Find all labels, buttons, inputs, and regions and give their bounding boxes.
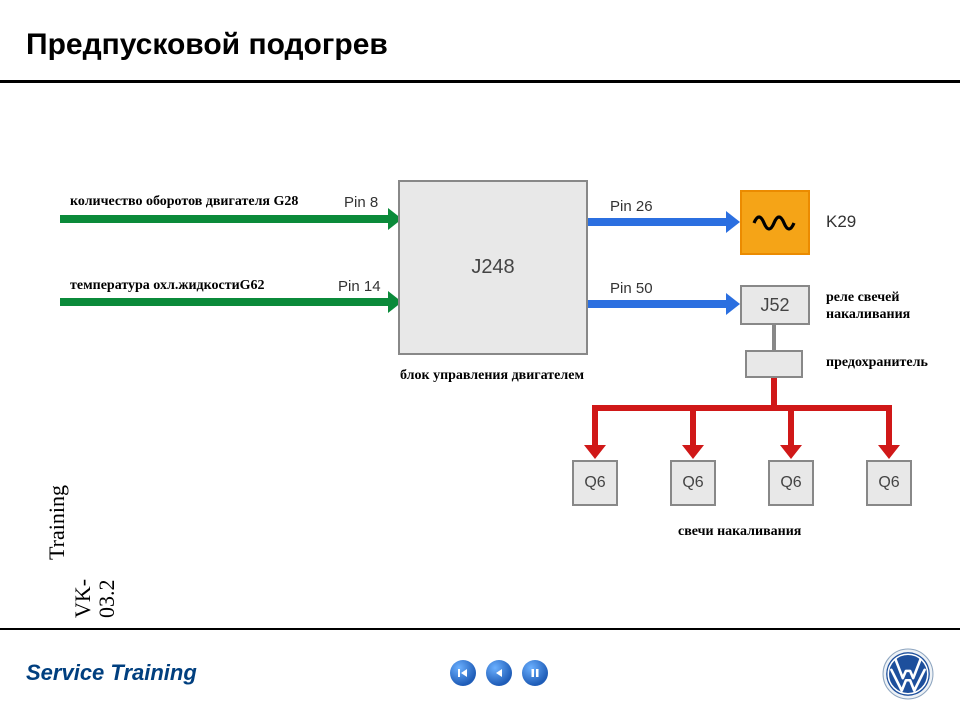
nav-controls: [450, 660, 548, 686]
side-text-vk: VK-: [70, 579, 96, 618]
nav-pause-button[interactable]: [522, 660, 548, 686]
label-pin8: Pin 8: [344, 194, 378, 211]
glow-coil-icon: [750, 208, 800, 238]
node-q6-3: Q6: [768, 460, 814, 506]
side-text-training: Training: [44, 485, 70, 560]
node-q6-2: Q6: [670, 460, 716, 506]
page-title: Предпусковой подогрев: [26, 28, 388, 62]
red-drop-3-head: [780, 445, 802, 459]
label-pin14: Pin 14: [338, 278, 381, 295]
label-ecu: блок управления двигателем: [400, 368, 584, 384]
label-input-g62: температура охл.жидкостиG62: [70, 278, 265, 294]
label-pin26: Pin 26: [610, 198, 653, 215]
red-drop-1-head: [584, 445, 606, 459]
red-drop-3: [788, 405, 794, 447]
label-pin50: Pin 50: [610, 280, 653, 297]
line-j52-fuse: [772, 325, 776, 350]
vw-logo: [882, 648, 934, 700]
arrow-g28: [60, 215, 390, 223]
prev-icon: [493, 667, 505, 679]
red-stem: [771, 378, 777, 408]
node-q6-4: Q6: [866, 460, 912, 506]
red-drop-2-head: [682, 445, 704, 459]
arrow-pin50-head: [726, 293, 740, 315]
node-k29: [740, 190, 810, 255]
nav-first-button[interactable]: [450, 660, 476, 686]
nav-prev-button[interactable]: [486, 660, 512, 686]
pause-icon: [529, 667, 541, 679]
red-drop-1: [592, 405, 598, 447]
red-drop-4: [886, 405, 892, 447]
label-fuse: предохранитель: [826, 355, 928, 371]
divider-top: [0, 80, 960, 83]
side-text-date: 03.2: [94, 580, 120, 619]
red-bus: [592, 405, 892, 411]
label-input-g28: количество оборотов двигателя G28: [70, 194, 298, 210]
node-fuse: [745, 350, 803, 378]
label-relay: реле свечей накаливания: [826, 290, 960, 324]
arrow-pin26: [588, 218, 728, 226]
red-drop-2: [690, 405, 696, 447]
label-glowplugs: свечи накаливания: [678, 524, 801, 540]
arrow-g62: [60, 298, 390, 306]
arrow-pin50: [588, 300, 728, 308]
red-drop-4-head: [878, 445, 900, 459]
node-j52: J52: [740, 285, 810, 325]
node-q6-1: Q6: [572, 460, 618, 506]
node-j248: J248: [398, 180, 588, 355]
divider-bottom: [0, 628, 960, 630]
first-icon: [457, 667, 469, 679]
footer-title: Service Training: [26, 660, 197, 686]
arrow-pin26-head: [726, 211, 740, 233]
label-k29: K29: [826, 212, 856, 232]
diagram: количество оборотов двигателя G28 темпер…: [0, 100, 960, 620]
